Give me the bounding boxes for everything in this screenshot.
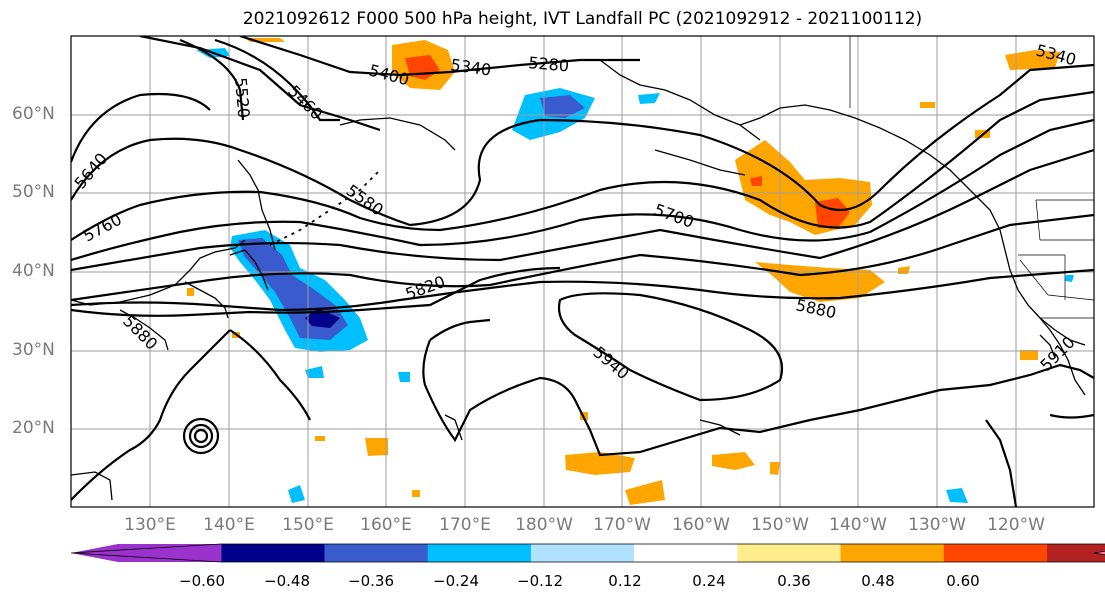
contour-label: 5280	[528, 53, 570, 75]
lon-label: 140°E	[203, 515, 255, 535]
lat-label: 30°N	[12, 340, 55, 360]
map-title: 2021092612 F000 500 hPa height, IVT Land…	[242, 9, 923, 29]
lon-label: 150°E	[282, 515, 334, 535]
borders	[849, 36, 1094, 319]
coastlines	[71, 59, 1086, 501]
lon-label: 160°W	[672, 515, 730, 535]
lon-label: 140°W	[829, 515, 887, 535]
colorbar-tick: −0.36	[348, 572, 394, 590]
lat-label: 50°N	[12, 182, 55, 202]
lon-label: 130°E	[124, 515, 176, 535]
colorbar-tick: −0.48	[264, 572, 310, 590]
contour-label: 5520	[231, 77, 253, 119]
lon-label: 180°W	[515, 515, 573, 535]
colorbar-tick: 0.60	[946, 572, 980, 590]
lon-label: 170°W	[593, 515, 651, 535]
colorbar-tick: 0.12	[608, 572, 642, 590]
lon-label: 130°W	[908, 515, 966, 535]
colorbar-tick: 0.48	[861, 572, 895, 590]
lat-label: 40°N	[12, 261, 55, 281]
colorbar-tick: 0.36	[777, 572, 811, 590]
graticule	[71, 36, 1094, 507]
colorbar-tick: −0.60	[179, 572, 225, 590]
height-contours	[71, 36, 1094, 507]
lat-label: 20°N	[12, 418, 55, 438]
lon-label: 120°W	[987, 515, 1045, 535]
lon-label: 170°E	[439, 515, 491, 535]
colorbar-tick: 0.24	[692, 572, 726, 590]
colorbar-tick: −0.24	[433, 572, 479, 590]
lon-label: 160°E	[360, 515, 412, 535]
colorbar-tick: −0.12	[517, 572, 563, 590]
lon-label: 150°W	[751, 515, 809, 535]
lat-label: 60°N	[12, 104, 55, 124]
map-frame	[70, 35, 1095, 508]
